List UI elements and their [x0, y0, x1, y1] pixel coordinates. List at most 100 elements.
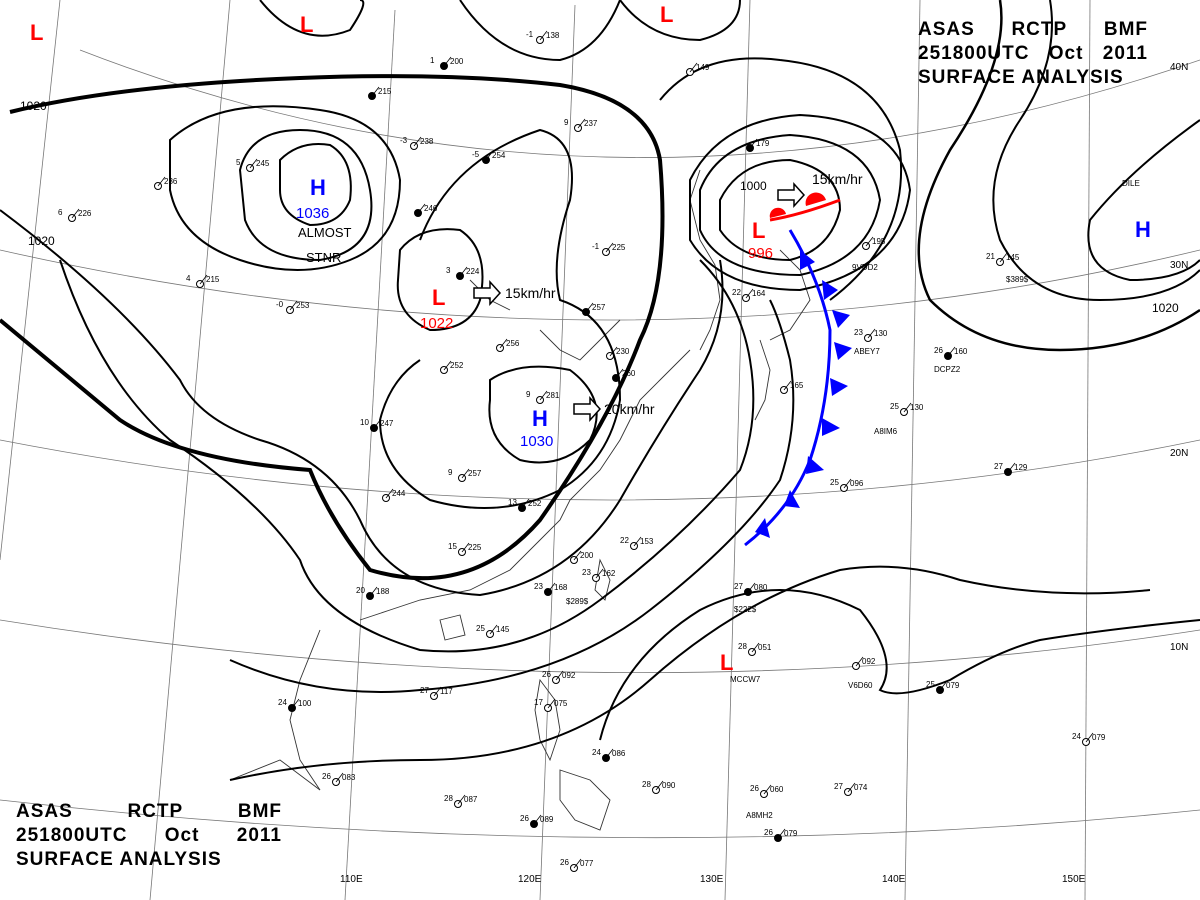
ship-callsign: DCPZ2: [934, 365, 961, 374]
station-temperature: 26: [934, 346, 943, 355]
station-plot: 145 21: [986, 252, 1020, 266]
station-pressure: 100: [298, 699, 312, 708]
title-code: BMF: [1103, 19, 1148, 40]
station-temperature: 9: [448, 468, 453, 477]
station-pressure: 162: [602, 569, 616, 578]
station-pressure: 260: [622, 369, 636, 378]
station-plot: 074 27: [834, 782, 868, 796]
station-pressure: 225: [612, 243, 626, 252]
coastlines: [229, 169, 811, 831]
station-plot: 117 27: [420, 686, 453, 700]
station-temperature: 5: [236, 158, 241, 167]
station-pressure: 129: [1014, 463, 1028, 472]
station-temperature: 24: [278, 698, 287, 707]
station-plot: 200: [570, 550, 594, 564]
station-plot: 230: [606, 346, 630, 360]
station-temperature: 26: [542, 670, 551, 679]
title-time: 251800UTC: [16, 825, 128, 846]
station-plot: 086 24: [592, 748, 626, 762]
station-temperature: 26: [764, 828, 773, 837]
wind-barb: [745, 288, 754, 299]
station-temperature: -1: [592, 242, 600, 251]
station-temperature: 15: [448, 542, 457, 551]
station-pressure: 083: [342, 773, 356, 782]
station-temperature: 17: [534, 698, 543, 707]
station-temperature: 1: [430, 56, 435, 65]
parallel-40n: [79, 49, 1200, 158]
title-product: SURFACE ANALYSIS: [918, 67, 1124, 88]
china-coast: [359, 349, 691, 621]
station-plot: 225 -1: [592, 242, 626, 256]
motion-arrow-low-996: [777, 182, 806, 208]
station-temperature: 9: [526, 390, 531, 399]
wind-barb: [573, 550, 582, 561]
wind-barb: [521, 498, 530, 509]
wind-barb: [847, 782, 856, 793]
ship-callsign: DILE: [1122, 179, 1140, 188]
ship-callsign: ABEY7: [854, 347, 880, 356]
station-plot: 100 24: [278, 698, 312, 712]
station-pressure: 130: [910, 403, 924, 412]
lon-label-110e: 110E: [340, 874, 363, 885]
isobar-1012: [229, 299, 795, 693]
wind-barb: [655, 780, 664, 791]
station-plot: 252 13: [508, 498, 542, 512]
station-plot: 247 10: [360, 418, 394, 432]
wind-barb: [615, 368, 624, 379]
station-temperature: 22: [732, 288, 741, 297]
wind-barb: [485, 150, 494, 161]
station-temperature: 26: [560, 858, 569, 867]
station-plot: 145 25: [476, 624, 510, 638]
wind-barb: [763, 784, 772, 795]
isobar-east-1028: [1087, 119, 1200, 282]
station-plot: 092: [852, 656, 876, 670]
isobar-1016: [59, 259, 755, 653]
low-996-letter: L: [752, 218, 765, 243]
wind-barb: [573, 858, 582, 869]
isobar-1028-outer: [378, 128, 622, 509]
station-temperature: -3: [400, 136, 408, 145]
title-year: 2011: [236, 825, 282, 846]
station-pressure: 256: [506, 339, 520, 348]
station-pressure: 215: [378, 87, 392, 96]
high-east-letter: H: [1135, 217, 1151, 242]
isobar-1036-core: [279, 143, 352, 227]
isobar-low-1008: [689, 113, 912, 292]
title-line-3: SURFACE ANALYSIS: [918, 66, 1148, 90]
station-pressure: 225: [468, 543, 482, 552]
lat-label-10n: 10N: [1170, 642, 1188, 653]
station-plot: 080 27: [734, 582, 768, 596]
low-996-value: 996: [748, 245, 773, 262]
isobar-1028-high: [488, 365, 598, 464]
station-plot: 075 17: [534, 698, 568, 712]
station-plot: 252: [440, 360, 464, 374]
station-plot: 256: [496, 338, 520, 352]
wind-barb: [443, 56, 452, 67]
station-pressure: 138: [546, 31, 560, 40]
station-pressure: 096: [850, 479, 864, 488]
title-agency: ASAS: [16, 801, 73, 822]
station-pressure: 200: [450, 57, 464, 66]
station-pressure: 215: [206, 275, 220, 284]
station-pressure: 188: [376, 587, 390, 596]
station-pressure: 079: [1092, 733, 1106, 742]
station-pressure: 130: [874, 329, 888, 338]
station-plot: 188 20: [356, 586, 390, 600]
station-plot: 079 25: [926, 680, 960, 694]
station-plot: 179: [746, 138, 770, 152]
warm-front: [769, 198, 841, 222]
isobar-low-north-3: [619, 0, 741, 42]
wind-barb: [577, 118, 586, 129]
wind-barb: [533, 814, 542, 825]
station-pressure: 224: [466, 267, 480, 276]
high-1036-value: 1036: [296, 205, 329, 222]
pressure-centers: H 1036 ALMOST STNR H 1030 H L 1022 L 996…: [30, 2, 1151, 675]
station-plot: 162 23: [582, 568, 616, 582]
lat-label-30n: 30N: [1170, 260, 1188, 271]
wind-barb: [865, 236, 874, 247]
title-agency: ASAS: [918, 19, 975, 40]
wind-barb: [749, 138, 758, 149]
station-plot: 253 -0: [276, 300, 310, 314]
isobar-east-1024: [992, 0, 1200, 302]
